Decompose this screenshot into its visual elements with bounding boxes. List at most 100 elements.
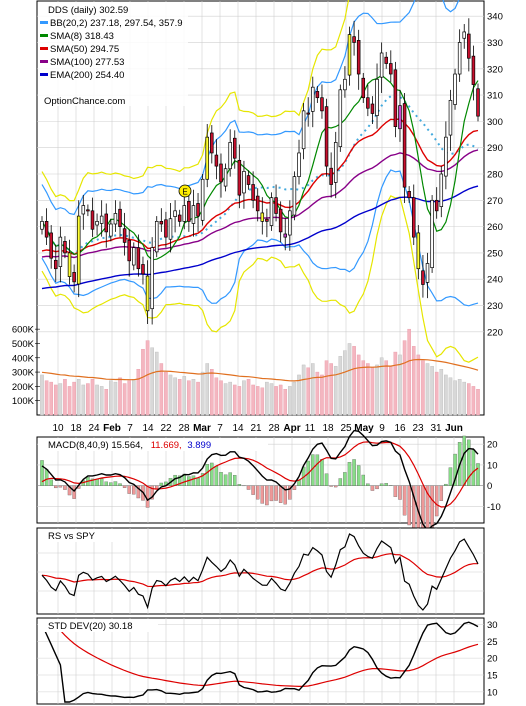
candle-body (210, 132, 214, 154)
bb-lower-line (41, 169, 479, 307)
macd-hist-bar (333, 485, 338, 488)
rs-line (41, 533, 479, 611)
candle-body (63, 240, 67, 254)
stddev-y-tick-labels: 10 15 20 25 30 (487, 620, 498, 699)
candle-body (274, 197, 278, 214)
macd-hist-bar (439, 485, 444, 501)
macd-hist-bar (462, 435, 466, 486)
macd-hist-bar (265, 485, 269, 506)
rs-panel: RS vs SPY (36, 527, 485, 615)
volume-bar (196, 381, 200, 416)
candle-body (434, 199, 439, 212)
volume-bar (63, 379, 67, 416)
macd-hist-bar (329, 485, 333, 487)
svg-text:E: E (182, 188, 187, 197)
candle-body (232, 137, 237, 159)
watermark: OptionChance.com (44, 96, 125, 107)
price-y-tick-labels: 220 230 240 250 260 270 280 290 300 310 320 330 340 (487, 12, 503, 339)
candle-body (118, 208, 122, 227)
price-y-tick: 250 (487, 248, 503, 259)
volume-bar (370, 367, 375, 416)
volume-bar (122, 383, 127, 416)
macd-hist-bar (448, 467, 453, 486)
rs-ma-line (41, 553, 478, 588)
x-tick-labels: 10 18 24 Feb 7 14 22 28 Mar 7 14 21 28 Apr 11 18 25 May 9 1… (52, 423, 462, 434)
candle-body (352, 36, 356, 43)
macd-hist-bar (223, 474, 228, 486)
stddev-y-tick: 30 (487, 620, 498, 631)
volume-bar (182, 376, 187, 416)
volume-bar (398, 354, 402, 416)
candle-body (67, 252, 72, 277)
candle-body (448, 99, 453, 136)
volume-bar (297, 374, 301, 416)
candle-body (246, 175, 251, 185)
volume-bar (95, 384, 99, 416)
macd-hist-bar (113, 481, 118, 486)
candle-body (136, 247, 141, 270)
candle-body (219, 163, 223, 183)
candle-body (182, 205, 187, 222)
candle-body (439, 173, 444, 207)
candle-body (159, 221, 164, 225)
volume-bar (90, 379, 95, 416)
candle-body (90, 210, 95, 230)
volume-bar (366, 363, 370, 416)
macd-hist-bar (67, 485, 72, 496)
macd-hist-bar (343, 472, 347, 486)
volume-bar (375, 364, 379, 416)
volume-ma-line (41, 358, 479, 382)
volume-bar (333, 366, 338, 416)
macd-hist-bar (132, 485, 136, 495)
volume-bar (347, 343, 352, 416)
volume-bar (260, 387, 265, 416)
price-panel: 220230240250260270280290300310320330340 … (12, 0, 503, 434)
x-tick: 7 (217, 423, 223, 434)
legend: BB(20,2) 237.18, 297.54, 357.9 SMA(8) 318… (40, 18, 183, 81)
candle-body (81, 205, 86, 215)
candle-body (370, 103, 375, 114)
macd-hist-bar (471, 449, 476, 486)
stddev-label: STD DEV(20) 30.18 (48, 621, 132, 632)
volume-bar (205, 363, 210, 416)
macd-hist-bar (58, 485, 63, 488)
candle-body (324, 106, 329, 167)
candle-body (407, 191, 411, 199)
candle-body (315, 91, 320, 99)
volume-bar (389, 366, 393, 416)
volume-bar (320, 374, 324, 416)
volume-bar (476, 389, 480, 416)
macd-signal-label: 11.669, (151, 440, 182, 451)
macd-hist-bar (467, 439, 471, 486)
candle-body (76, 215, 81, 285)
price-y-tick: 240 (487, 275, 503, 286)
macd-hist-bar (40, 460, 44, 486)
volume-y-tick: 400K (12, 353, 35, 364)
candle-body (453, 73, 457, 105)
bb-outer-upper-line (41, 0, 350, 202)
macd-hist-bar (370, 485, 375, 491)
macd-hist-bar (347, 462, 352, 486)
macd-hist-bar (54, 485, 58, 489)
price-y-tick: 220 (487, 327, 503, 338)
macd-hist-bar (233, 475, 237, 486)
chart-title: DDS (daily) 302.59 (48, 5, 128, 16)
candle-body (177, 214, 182, 222)
macd-hist-bar (430, 485, 434, 528)
candle-body (109, 223, 113, 237)
candle-body (389, 63, 393, 75)
candle-body (278, 208, 283, 233)
volume-bar (145, 340, 150, 416)
earnings-event-marker: E (178, 184, 192, 198)
macd-hist-bar (109, 482, 113, 486)
candle-body (99, 215, 104, 224)
macd-hist-bar (398, 485, 402, 500)
macd-hist-bar (177, 475, 182, 486)
price-y-tick: 320 (487, 64, 503, 75)
macd-hist-bar (444, 483, 448, 486)
volume-bar (44, 380, 49, 416)
volume-bar (338, 356, 343, 416)
macd-hist-bar (118, 483, 122, 486)
candle-body (44, 221, 49, 238)
x-tick: 14 (232, 423, 244, 434)
